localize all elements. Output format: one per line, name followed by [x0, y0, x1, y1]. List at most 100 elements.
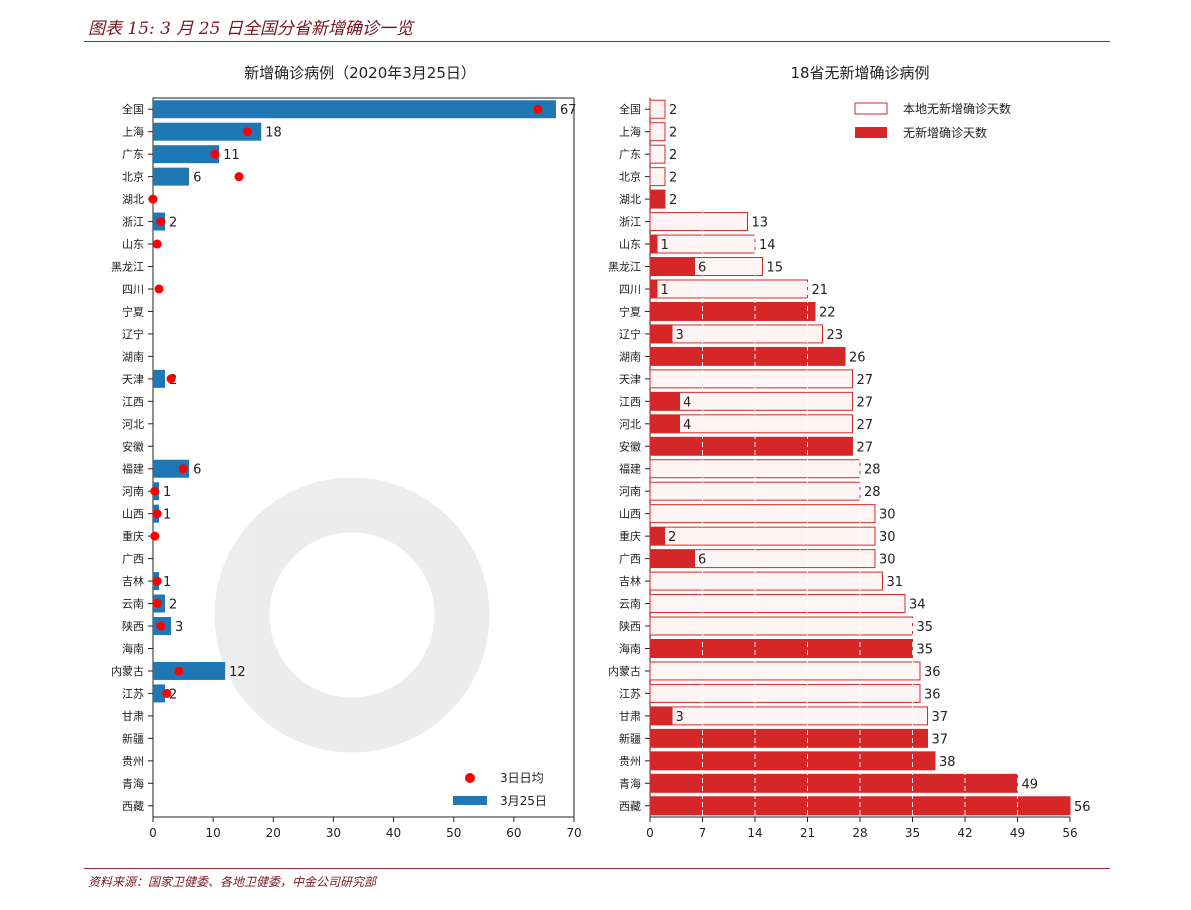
- y-tick-label-left: 山西: [122, 508, 144, 521]
- filled-bar-广西: [650, 549, 695, 568]
- y-tick-label-left: 重庆: [122, 529, 144, 543]
- y-tick-label-right: 江西: [619, 395, 641, 408]
- x-tick-label-left: 40: [386, 826, 401, 840]
- avg-point-河南: [150, 486, 160, 496]
- bar-全国: [153, 100, 556, 119]
- x-tick-label-right: 42: [957, 826, 972, 840]
- bar-福建: [153, 459, 190, 478]
- bar-label-全国: 67: [560, 103, 577, 118]
- filled-label-河北: 4: [683, 418, 691, 433]
- y-tick-label-right: 河北: [619, 418, 641, 431]
- avg-point-内蒙古: [174, 666, 184, 676]
- outline-label-陕西: 35: [917, 620, 934, 635]
- avg-point-山西: [152, 509, 162, 519]
- bar-label-吉林: 1: [163, 575, 171, 590]
- avg-point-上海: [242, 127, 252, 137]
- outline-bar-重庆: [649, 526, 876, 546]
- figure-caption: 图表 15: 3 月 25 日全国分省新增确诊一览: [88, 19, 413, 39]
- avg-point-湖北: [148, 194, 158, 204]
- legend-label-bar: 3月25日: [500, 794, 547, 808]
- filled-bar-海南: [650, 639, 913, 658]
- bar-北京: [153, 167, 190, 186]
- x-tick-label-left: 50: [446, 826, 461, 840]
- outline-bar-吉林: [649, 571, 883, 591]
- y-tick-label-right: 新疆: [619, 731, 641, 745]
- bar-label-山西: 1: [163, 508, 171, 523]
- filled-bar-宁夏: [650, 302, 815, 321]
- bar-label-内蒙古: 12: [229, 665, 246, 680]
- outline-label-青海: 49: [1022, 777, 1039, 792]
- y-tick-label-right: 内蒙古: [608, 664, 641, 678]
- outline-bar-广东: [649, 144, 666, 164]
- outline-label-重庆: 30: [879, 530, 896, 545]
- y-tick-label-left: 天津: [122, 373, 144, 386]
- outline-bar-陕西: [649, 616, 913, 636]
- outline-bar-四川: [649, 279, 808, 299]
- watermark-logo: [214, 477, 490, 753]
- x-tick-label-right: 14: [747, 826, 762, 840]
- x-tick-label-right: 28: [852, 826, 867, 840]
- axes-frame-left: [152, 97, 575, 818]
- x-tick-label-right: 56: [1062, 826, 1077, 840]
- x-tick-label-right: 21: [800, 826, 815, 840]
- y-tick-label-right: 云南: [619, 598, 641, 611]
- legend-swatch-bar: [453, 796, 487, 805]
- chart-title-right: 18省无新增确诊病例: [790, 64, 929, 82]
- y-tick-label-right: 黑龙江: [608, 261, 641, 274]
- bar-label-浙江: 2: [169, 216, 177, 231]
- bar-内蒙古: [153, 661, 226, 680]
- legend-marker-avg: [465, 773, 475, 783]
- footer-rule: [84, 868, 1110, 869]
- y-tick-label-left: 吉林: [122, 574, 144, 588]
- outline-label-海南: 35: [917, 642, 934, 657]
- x-tick-label-left: 20: [266, 826, 281, 840]
- avg-point-陕西: [156, 621, 166, 631]
- y-tick-label-right: 陕西: [619, 619, 641, 633]
- y-tick-label-left: 海南: [122, 641, 144, 655]
- outline-label-江西: 27: [857, 395, 874, 410]
- x-tick-label-right: 0: [646, 826, 654, 840]
- avg-point-全国: [533, 104, 543, 114]
- source-note: 资料来源：国家卫健委、各地卫健委，中金公司研究部: [88, 875, 377, 889]
- bar-label-云南: 2: [169, 598, 177, 613]
- outline-label-西藏: 56: [1074, 800, 1091, 815]
- bar-label-北京: 6: [193, 171, 201, 186]
- filled-bar-四川: [650, 279, 658, 298]
- y-tick-label-right: 海南: [619, 641, 641, 655]
- x-tick-label-left: 70: [566, 826, 581, 840]
- outline-label-山东: 14: [759, 238, 776, 253]
- x-tick-label-right: 49: [1010, 826, 1025, 840]
- filled-bar-甘肃: [650, 706, 673, 725]
- y-tick-label-right: 湖南: [619, 350, 641, 363]
- filled-bar-贵州: [650, 751, 935, 770]
- outline-label-福建: 28: [864, 463, 881, 478]
- y-tick-label-right: 江苏: [619, 687, 641, 700]
- outline-label-全国: 2: [669, 103, 677, 118]
- outline-bar-甘肃: [649, 706, 928, 726]
- avg-point-四川: [154, 284, 164, 294]
- bar-label-福建: 6: [193, 463, 201, 478]
- y-tick-label-left: 陕西: [122, 619, 144, 633]
- x-tick-label-left: 0: [149, 826, 157, 840]
- bar-label-江苏: 2: [169, 687, 177, 702]
- bar-label-上海: 18: [265, 126, 282, 141]
- y-tick-label-left: 江西: [122, 395, 144, 408]
- outline-label-安徽: 27: [857, 440, 874, 455]
- outline-bar-浙江: [649, 212, 748, 232]
- outline-label-上海: 2: [669, 126, 677, 141]
- outline-label-内蒙古: 36: [924, 665, 941, 680]
- y-tick-label-right: 宁夏: [619, 304, 641, 318]
- avg-point-天津: [166, 374, 176, 384]
- y-tick-label-right: 吉林: [619, 574, 641, 588]
- filled-bar-山东: [650, 235, 658, 254]
- outline-bar-云南: [649, 594, 906, 614]
- outline-label-甘肃: 37: [932, 710, 949, 725]
- filled-bar-辽宁: [650, 324, 673, 343]
- y-tick-label-left: 西藏: [122, 800, 144, 813]
- x-tick-label-left: 30: [326, 826, 341, 840]
- outline-label-江苏: 36: [924, 687, 941, 702]
- avg-point-江苏: [162, 688, 172, 698]
- y-tick-label-right: 青海: [619, 776, 641, 790]
- y-tick-label-left: 河南: [122, 485, 144, 498]
